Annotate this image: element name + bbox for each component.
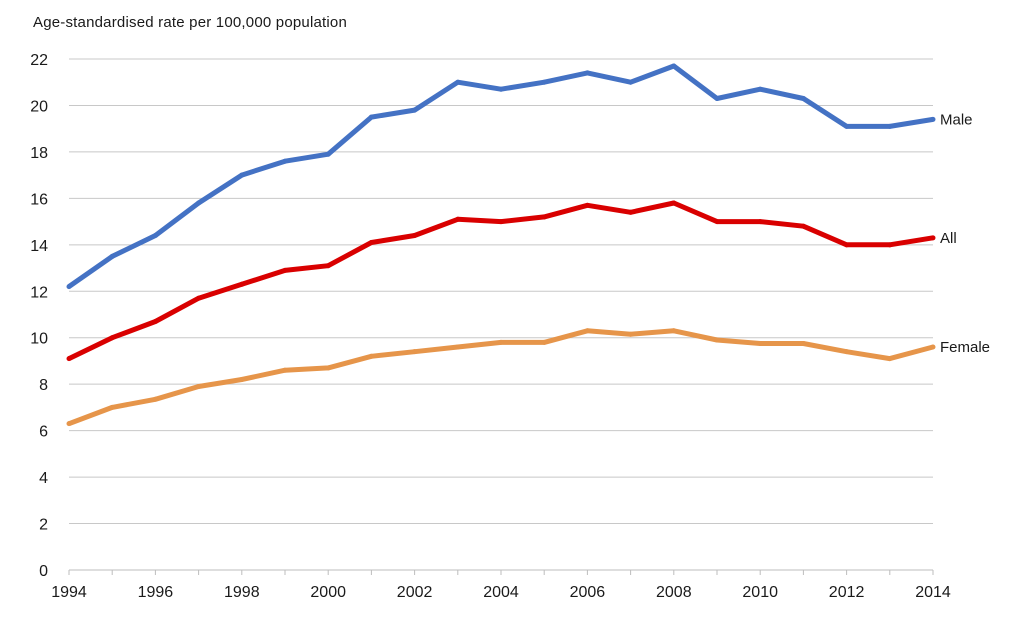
y-tick-label: 4 xyxy=(39,470,48,487)
data-point-male xyxy=(800,95,806,101)
y-tick-label: 10 xyxy=(30,331,48,348)
data-point-all xyxy=(930,235,936,241)
y-tick-label: 22 xyxy=(30,52,48,69)
y-tick-label: 20 xyxy=(30,98,48,115)
data-point-female xyxy=(455,344,461,350)
x-tick-label: 2002 xyxy=(397,584,433,601)
data-point-female xyxy=(239,377,245,383)
series-labels: Male All Female xyxy=(940,111,990,356)
data-point-male xyxy=(282,158,288,164)
data-point-male xyxy=(541,79,547,85)
y-tick-label: 18 xyxy=(30,145,48,162)
data-point-male xyxy=(498,86,504,92)
data-point-male xyxy=(325,151,331,157)
data-point-male xyxy=(109,253,115,259)
data-point-female xyxy=(800,341,806,347)
series-label-female: Female xyxy=(940,339,990,356)
data-point-male xyxy=(196,200,202,206)
data-point-male xyxy=(412,107,418,113)
y-tick-label: 12 xyxy=(30,284,48,301)
gridlines xyxy=(69,58,933,525)
data-point-male xyxy=(66,284,72,290)
data-point-all xyxy=(109,335,115,341)
x-tick-label: 1994 xyxy=(51,584,87,601)
data-point-female xyxy=(541,339,547,345)
data-point-male xyxy=(714,95,720,101)
data-point-all xyxy=(844,242,850,248)
data-point-male xyxy=(887,123,893,129)
data-point-female xyxy=(368,353,374,359)
data-point-male xyxy=(368,114,374,120)
data-point-female xyxy=(930,344,936,350)
data-point-female xyxy=(109,404,115,410)
data-point-all xyxy=(671,200,677,206)
data-point-all xyxy=(368,239,374,245)
y-tick-label: 14 xyxy=(30,238,48,255)
data-point-all xyxy=(887,242,893,248)
data-point-all xyxy=(325,263,331,269)
data-point-male xyxy=(455,79,461,85)
data-point-male xyxy=(930,116,936,122)
data-point-all xyxy=(66,356,72,362)
x-axis: 1994 1996 1998 2000 2002 2004 2006 2008 2010 2012… xyxy=(51,569,951,601)
data-point-female xyxy=(887,356,893,362)
data-point-female xyxy=(844,349,850,355)
series-lines xyxy=(66,63,936,427)
x-tick-label: 2006 xyxy=(570,584,606,601)
data-point-male xyxy=(628,79,634,85)
data-point-female xyxy=(498,339,504,345)
data-point-female xyxy=(671,328,677,334)
data-point-female xyxy=(66,421,72,427)
data-point-male xyxy=(844,123,850,129)
data-point-all xyxy=(714,219,720,225)
x-tick-label: 2014 xyxy=(915,584,951,601)
data-point-female xyxy=(714,337,720,343)
y-tick-label: 2 xyxy=(39,517,48,534)
data-point-female xyxy=(757,341,763,347)
data-point-female xyxy=(584,328,590,334)
data-point-female xyxy=(325,365,331,371)
data-point-female xyxy=(412,349,418,355)
data-point-male xyxy=(757,86,763,92)
x-tick-label: 2004 xyxy=(483,584,519,601)
data-point-all xyxy=(800,223,806,229)
y-tick-label: 6 xyxy=(39,424,48,441)
x-tick-label: 1996 xyxy=(138,584,174,601)
x-tick-label: 1998 xyxy=(224,584,260,601)
y-axis-ticks: 0 2 4 6 8 10 12 14 16 18 20 22 xyxy=(30,52,48,580)
data-point-female xyxy=(196,384,202,390)
data-point-female xyxy=(628,331,634,337)
data-point-all xyxy=(239,281,245,287)
y-tick-label: 8 xyxy=(39,377,48,394)
data-point-male xyxy=(584,70,590,76)
data-point-female xyxy=(282,367,288,373)
x-tick-label: 2008 xyxy=(656,584,692,601)
x-tick-label: 2000 xyxy=(310,584,346,601)
data-point-all xyxy=(282,267,288,273)
data-point-all xyxy=(498,219,504,225)
series-label-all: All xyxy=(940,230,957,247)
data-point-female xyxy=(152,396,158,402)
chart-title: Age-standardised rate per 100,000 popula… xyxy=(33,14,347,31)
data-point-all xyxy=(584,202,590,208)
data-point-male xyxy=(152,233,158,239)
y-tick-label: 16 xyxy=(30,191,48,208)
x-tick-label: 2012 xyxy=(829,584,865,601)
data-point-all xyxy=(455,216,461,222)
data-point-male xyxy=(671,63,677,69)
series-label-male: Male xyxy=(940,111,973,128)
data-point-all xyxy=(541,214,547,220)
data-point-all xyxy=(196,295,202,301)
y-tick-label: 0 xyxy=(39,563,48,580)
x-tick-label: 2010 xyxy=(742,584,778,601)
data-point-male xyxy=(239,172,245,178)
data-point-all xyxy=(628,209,634,215)
data-point-all xyxy=(152,318,158,324)
data-point-all xyxy=(757,219,763,225)
data-point-all xyxy=(412,233,418,239)
